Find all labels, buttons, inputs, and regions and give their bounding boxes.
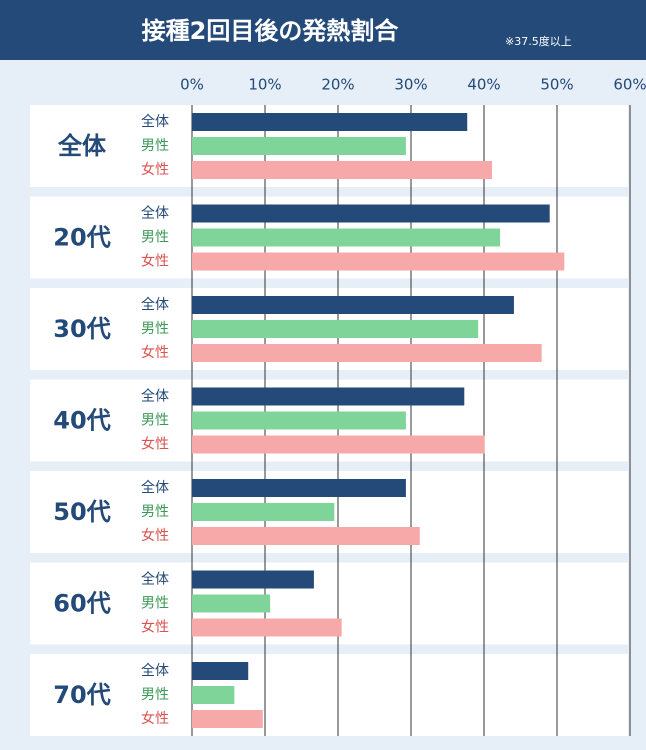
series-label: 女性 xyxy=(141,253,169,270)
series-label: 全体 xyxy=(141,296,169,313)
bar xyxy=(192,435,485,454)
bar xyxy=(192,387,465,406)
series-label: 男性 xyxy=(141,321,169,337)
series-label: 女性 xyxy=(141,436,169,453)
series-label: 男性 xyxy=(141,413,169,429)
series-label: 女性 xyxy=(141,710,169,727)
series-label: 女性 xyxy=(141,344,169,361)
x-tick-label: 20% xyxy=(321,76,354,94)
series-label: 全体 xyxy=(141,113,169,130)
bar xyxy=(192,527,420,545)
category-label: 40代 xyxy=(53,407,110,435)
series-label: 男性 xyxy=(141,687,169,703)
category-label: 60代 xyxy=(53,590,110,618)
series-label: 全体 xyxy=(141,479,169,496)
bar xyxy=(192,618,342,637)
bar xyxy=(192,344,542,362)
series-label: 男性 xyxy=(141,596,169,612)
bar xyxy=(192,662,249,680)
bar xyxy=(192,594,271,613)
category-label: 20代 xyxy=(53,224,110,252)
series-label: 全体 xyxy=(141,571,169,588)
bar xyxy=(192,570,314,589)
category-label: 70代 xyxy=(53,681,110,709)
series-label: 全体 xyxy=(141,388,169,405)
series-label: 男性 xyxy=(141,138,169,154)
series-label: 男性 xyxy=(141,230,169,246)
note: ※37.5度以上 xyxy=(505,34,572,48)
x-tick-label: 50% xyxy=(540,76,573,94)
bar xyxy=(192,320,479,338)
bar xyxy=(192,479,406,497)
bar xyxy=(192,252,565,271)
x-tick-label: 0% xyxy=(180,76,204,94)
panel xyxy=(30,654,628,736)
x-tick-label: 60% xyxy=(613,76,646,94)
bar xyxy=(192,204,550,223)
series-label: 全体 xyxy=(141,205,169,222)
bar xyxy=(192,137,406,155)
category-label: 30代 xyxy=(53,315,110,343)
bar xyxy=(192,710,263,728)
bar xyxy=(192,296,514,314)
x-tick-label: 10% xyxy=(248,76,281,94)
x-tick-label: 30% xyxy=(394,76,427,94)
series-label: 男性 xyxy=(141,504,169,520)
series-label: 全体 xyxy=(141,662,169,679)
bar xyxy=(192,411,406,430)
chart-title: 接種2回目後の発熱割合 xyxy=(142,17,400,45)
series-label: 女性 xyxy=(141,619,169,636)
bar xyxy=(192,686,235,704)
bar xyxy=(192,228,501,247)
bar xyxy=(192,161,493,179)
category-label: 全体 xyxy=(57,132,107,160)
series-label: 女性 xyxy=(141,161,169,178)
category-label: 50代 xyxy=(53,498,110,526)
header xyxy=(0,0,646,60)
bar xyxy=(192,113,468,131)
bar xyxy=(192,503,335,521)
x-tick-label: 40% xyxy=(467,76,500,94)
series-label: 女性 xyxy=(141,527,169,544)
